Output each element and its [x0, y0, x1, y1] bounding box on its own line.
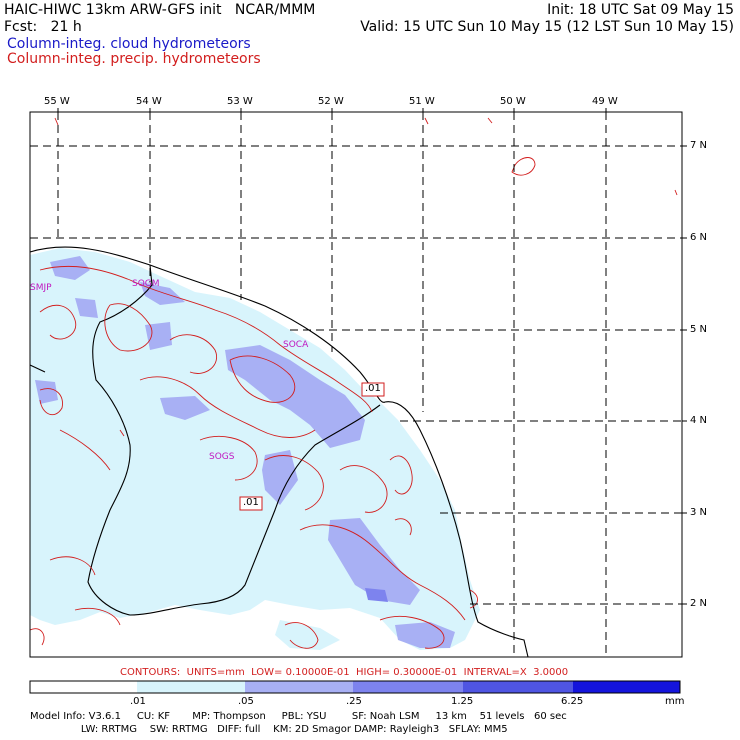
cloud-field-medium-8 [328, 518, 420, 605]
shaded-fields [30, 248, 480, 650]
colorbar-label-0.25: .25 [346, 696, 362, 707]
contour-label-box-2 [239, 496, 263, 511]
station-label-soca: SOCA [283, 340, 309, 350]
contour-label-2: .01 [243, 497, 259, 508]
legend-cloud-hydrometeors: Column-integ. cloud hydrometeors [7, 36, 251, 52]
lon-label-52w: 52 W [318, 96, 344, 107]
cloud-field-medium-5 [225, 345, 365, 448]
valid-time: Valid: 15 UTC Sun 10 May 15 (12 LST Sun … [360, 19, 734, 35]
plot-title: HAIC-HIWC 13km ARW-GFS init NCAR/MMM [4, 2, 316, 18]
colorbar-label-1.25: 1.25 [451, 696, 474, 707]
colorbar-label-6.25: 6.25 [561, 696, 584, 707]
cloud-field-medium-3 [75, 298, 98, 318]
contours-info: CONTOURS: UNITS=mm LOW= 0.10000E-01 HIGH… [120, 667, 569, 678]
init-time: Init: 18 UTC Sat 09 May 15 [547, 2, 734, 18]
lat-label-5n: 5 N [690, 324, 708, 335]
cloud-field-medium-6 [160, 396, 210, 420]
station-label-smjp: SMJP [30, 283, 52, 293]
axis-ticks [57, 108, 687, 605]
cloud-field-high-1 [365, 588, 388, 602]
cloud-field-medium-9 [395, 622, 455, 648]
plot-frame [29, 111, 683, 658]
lon-label-49w: 49 W [592, 96, 618, 107]
border-left-edge [29, 364, 46, 373]
model-info-line-2: LW: RRTMG SW: RRTMG DIFF: full KM: 2D Sm… [30, 724, 508, 735]
lon-label-53w: 53 W [227, 96, 253, 107]
contour-label-box-1 [361, 382, 385, 397]
colorbar-label-0.05: .05 [238, 696, 254, 707]
legend-precip-hydrometeors: Column-integ. precip. hydrometeors [7, 51, 261, 67]
forecast-hour: Fcst: 21 h [4, 19, 82, 35]
lat-label-2n: 2 N [690, 598, 708, 609]
station-label-sogm: SOGM [132, 279, 160, 289]
lon-label-51w: 51 W [409, 96, 435, 107]
lat-label-3n: 3 N [690, 507, 708, 518]
lat-lon-grid [30, 112, 682, 657]
cloud-field-medium-7 [262, 450, 298, 505]
station-label-sogs: SOGS [209, 452, 235, 462]
colorbar-units: mm [665, 696, 685, 707]
colorbar-label-0.01: .01 [130, 696, 146, 707]
lat-label-4n: 4 N [690, 415, 708, 426]
lon-label-54w: 54 W [136, 96, 162, 107]
contour-label-1: .01 [365, 383, 381, 394]
lon-label-55w: 55 W [44, 96, 70, 107]
cloud-field-medium-10 [35, 380, 58, 404]
cloud-field-light-2 [275, 620, 340, 650]
model-info-line-1: Model Info: V3.6.1 CU: KF MP: Thompson P… [30, 711, 567, 722]
border-suriname-fr-guiana [87, 264, 381, 616]
coastlines-borders [29, 246, 529, 658]
coastline [29, 246, 529, 658]
colorbar [29, 680, 681, 694]
lon-label-50w: 50 W [500, 96, 526, 107]
precip-contours [30, 117, 678, 649]
cloud-field-medium-2 [140, 282, 185, 305]
lat-label-7n: 7 N [690, 140, 708, 151]
cloud-field-medium-1 [50, 256, 90, 280]
lat-label-6n: 6 N [690, 232, 708, 243]
